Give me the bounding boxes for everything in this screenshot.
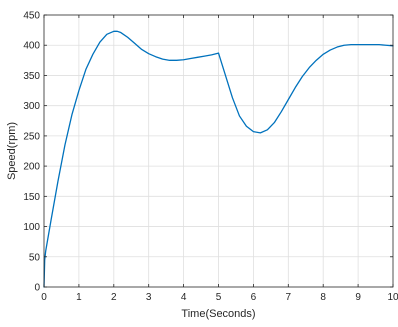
x-tick-label: 1 xyxy=(76,292,82,303)
x-tick-label: 5 xyxy=(216,292,222,303)
y-tick-label: 50 xyxy=(29,252,41,263)
x-tick-label: 6 xyxy=(251,292,257,303)
x-tick-label: 3 xyxy=(146,292,152,303)
y-tick-label: 300 xyxy=(23,101,40,112)
y-tick-label: 0 xyxy=(34,283,40,294)
x-tick-label: 0 xyxy=(41,292,47,303)
x-tick-label: 4 xyxy=(181,292,187,303)
y-tick-label: 250 xyxy=(23,131,40,142)
speed-series-line xyxy=(43,30,394,288)
x-tick-label: 10 xyxy=(387,292,398,303)
series-layer xyxy=(43,30,394,288)
x-axis-label: Time(Seconds) xyxy=(181,308,255,320)
y-tick-label: 450 xyxy=(23,11,40,22)
x-tick-label: 8 xyxy=(320,292,326,303)
y-tick-label: 100 xyxy=(23,222,40,233)
y-tick-label: 400 xyxy=(23,41,40,52)
y-tick-label: 350 xyxy=(23,71,40,82)
plot-frame xyxy=(43,14,394,288)
y-tick-label: 200 xyxy=(23,162,40,173)
y-tick-label: 150 xyxy=(23,192,40,203)
x-tick-label: 7 xyxy=(286,292,292,303)
y-axis-label: Speed(rpm) xyxy=(6,122,18,180)
x-tick-label: 9 xyxy=(355,292,361,303)
x-tick-label: 2 xyxy=(111,292,117,303)
grid xyxy=(44,15,393,287)
